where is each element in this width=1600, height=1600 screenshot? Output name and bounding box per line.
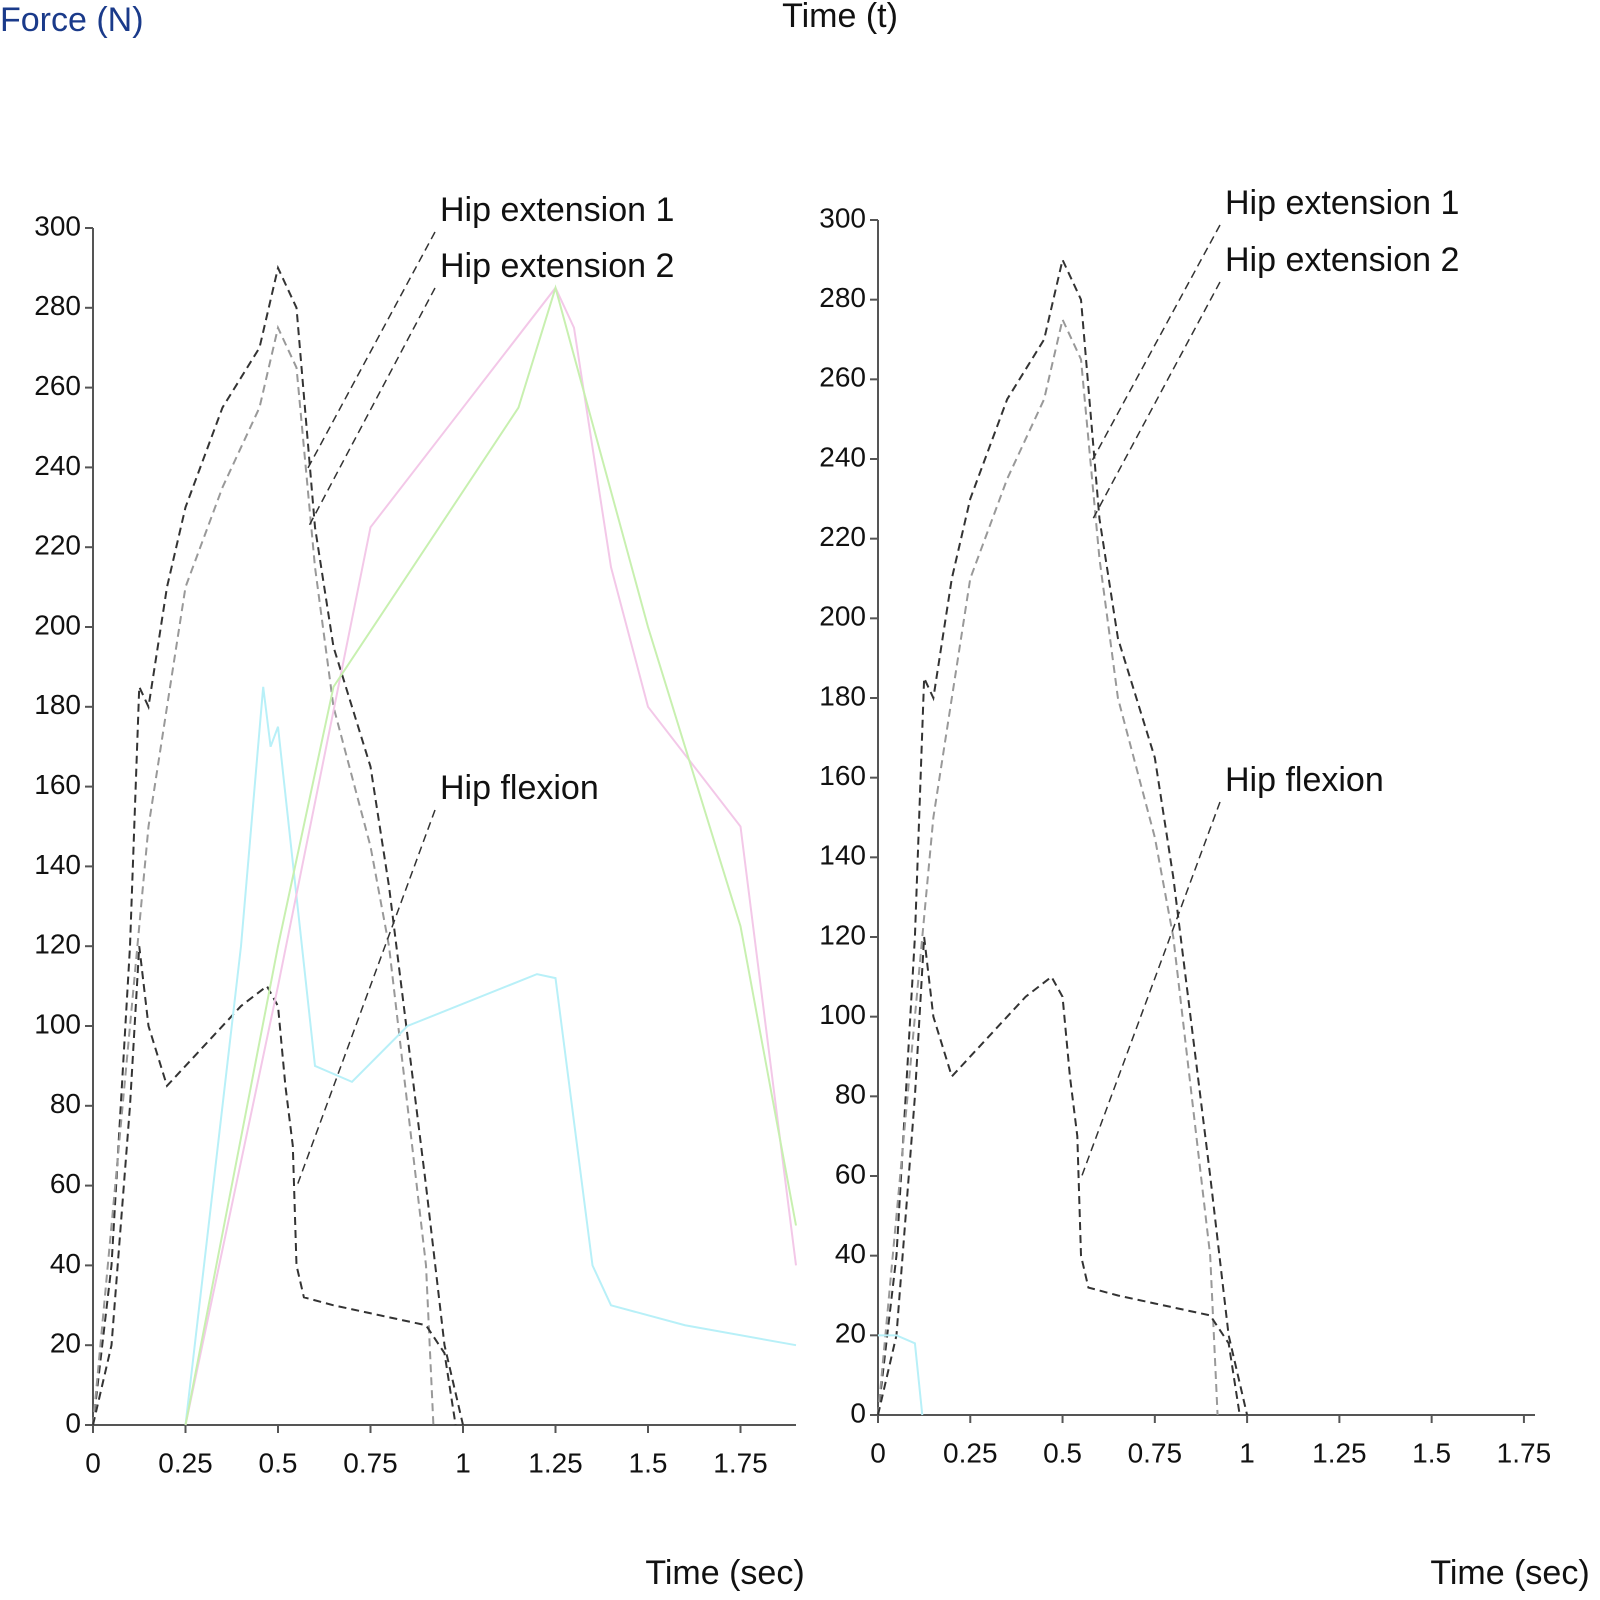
y-tick-label: 60 bbox=[50, 1168, 81, 1199]
x-tick-label: 0.25 bbox=[943, 1437, 998, 1468]
y-tick-label: 220 bbox=[819, 521, 866, 552]
y-tick-label: 100 bbox=[34, 1008, 81, 1039]
y-tick-label: 120 bbox=[819, 919, 866, 950]
annotation-leader bbox=[296, 809, 436, 1187]
y-tick-label: 240 bbox=[34, 450, 81, 481]
x-tick-label: 0.25 bbox=[158, 1447, 213, 1478]
x-axis-label: Time (sec) bbox=[1430, 1554, 1589, 1592]
series-line bbox=[184, 284, 797, 1426]
annotation: Hip flexion bbox=[1225, 761, 1384, 799]
x-tick-label: 1.25 bbox=[1312, 1437, 1367, 1468]
series-line bbox=[877, 936, 1241, 1416]
annotation: Hip extension 1 bbox=[1225, 184, 1459, 222]
series-line bbox=[92, 324, 435, 1426]
y-tick-label: 200 bbox=[34, 609, 81, 640]
y-tick-label: 300 bbox=[819, 202, 866, 233]
series-line bbox=[92, 946, 457, 1426]
x-tick-label: 1.25 bbox=[528, 1447, 583, 1478]
y-tick-label: 80 bbox=[835, 1079, 866, 1110]
y-tick-label: 0 bbox=[65, 1407, 81, 1438]
y-tick-label: 140 bbox=[34, 849, 81, 880]
series-line bbox=[92, 264, 464, 1426]
y-axis-label: Force (N) bbox=[0, 1, 144, 39]
annotation: Hip flexion bbox=[440, 769, 599, 807]
y-tick-label: 300 bbox=[34, 210, 81, 241]
annotation: Hip extension 1 bbox=[440, 191, 674, 229]
x-axis-label: Time (sec) bbox=[645, 1554, 804, 1592]
annotation: Hip extension 2 bbox=[1225, 241, 1459, 279]
series-line bbox=[184, 285, 797, 1426]
y-tick-label: 40 bbox=[50, 1248, 81, 1279]
y-axis-label: Time (t) bbox=[782, 0, 898, 35]
y-tick-label: 120 bbox=[34, 929, 81, 960]
y-tick-label: 20 bbox=[50, 1328, 81, 1359]
annotation-leader bbox=[307, 231, 436, 469]
y-tick-label: 80 bbox=[50, 1088, 81, 1119]
x-tick-label: 1.75 bbox=[713, 1447, 768, 1478]
y-tick-label: 100 bbox=[819, 999, 866, 1030]
x-tick-label: 1.75 bbox=[1497, 1437, 1552, 1468]
annotation-leader bbox=[1080, 801, 1221, 1178]
series-line bbox=[878, 1334, 924, 1416]
x-tick-label: 0.75 bbox=[343, 1447, 398, 1478]
x-tick-label: 0.5 bbox=[259, 1447, 298, 1478]
x-tick-label: 0.75 bbox=[1128, 1437, 1183, 1468]
y-tick-label: 160 bbox=[34, 769, 81, 800]
series-line bbox=[877, 256, 1249, 1416]
annotation-leader bbox=[1091, 281, 1221, 520]
y-tick-label: 0 bbox=[850, 1397, 866, 1428]
y-tick-label: 140 bbox=[819, 840, 866, 871]
y-tick-label: 280 bbox=[34, 290, 81, 321]
y-tick-label: 160 bbox=[819, 760, 866, 791]
y-tick-label: 260 bbox=[34, 370, 81, 401]
x-tick-label: 1 bbox=[1239, 1437, 1255, 1468]
x-tick-label: 1 bbox=[455, 1447, 471, 1478]
annotation-leader bbox=[307, 287, 436, 529]
series-line bbox=[877, 316, 1219, 1416]
y-tick-label: 180 bbox=[34, 689, 81, 720]
x-tick-label: 0 bbox=[85, 1447, 101, 1478]
x-tick-label: 1.5 bbox=[629, 1447, 668, 1478]
y-tick-label: 260 bbox=[819, 362, 866, 393]
y-tick-label: 40 bbox=[835, 1238, 866, 1269]
x-tick-label: 0 bbox=[870, 1437, 886, 1468]
series-line bbox=[184, 686, 797, 1426]
annotation: Hip extension 2 bbox=[440, 247, 674, 285]
x-tick-label: 1.5 bbox=[1412, 1437, 1451, 1468]
y-tick-label: 280 bbox=[819, 282, 866, 313]
y-tick-label: 240 bbox=[819, 441, 866, 472]
y-tick-label: 180 bbox=[819, 680, 866, 711]
y-tick-label: 200 bbox=[819, 601, 866, 632]
x-tick-label: 0.5 bbox=[1043, 1437, 1082, 1468]
y-tick-label: 60 bbox=[835, 1158, 866, 1189]
y-tick-label: 20 bbox=[835, 1318, 866, 1349]
annotation-leader bbox=[1091, 224, 1221, 461]
y-tick-label: 220 bbox=[34, 530, 81, 561]
